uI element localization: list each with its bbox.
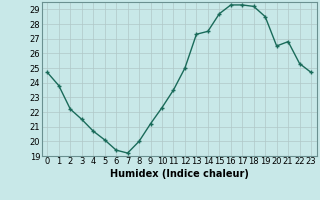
X-axis label: Humidex (Indice chaleur): Humidex (Indice chaleur) [110, 169, 249, 179]
